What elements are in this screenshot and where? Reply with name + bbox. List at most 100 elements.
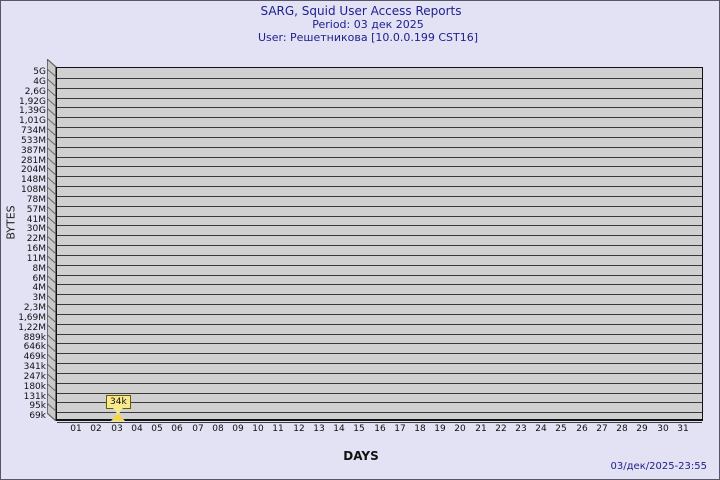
x-axis-title: DAYS [343,449,379,463]
gridline [57,245,702,246]
callout-pointer [113,408,123,415]
report-period: Period: 03 дек 2025 [312,18,424,31]
plot-canvas: 34k [56,67,703,423]
y-axis-tick-label: 11M [26,254,46,264]
gridline [57,235,702,236]
x-axis-tick-label: 19 [434,424,446,434]
y-axis-tick-label: 533M [21,136,46,146]
gridline [57,225,702,226]
y-axis-tick-label: 148M [21,175,46,185]
gridline [57,294,702,295]
x-axis-tick-label: 26 [576,424,588,434]
y-axis-tick-label: 247k [23,372,46,382]
y-axis-tick-label: 1,69M [18,313,46,323]
x-axis-tick-label: 12 [293,424,305,434]
page-title: SARG, Squid User Access Reports [260,4,462,18]
gridline [57,196,702,197]
x-axis-tick-label: 09 [232,424,244,434]
x-axis-tick-label: 15 [353,424,365,434]
gridline [57,206,702,207]
y-axis-tick-label: 30M [26,224,46,234]
data-value-callout[interactable]: 34k [106,395,131,409]
gridline [57,216,702,217]
y-axis-tick-label: 69k [29,411,46,421]
x-axis-tick-label: 11 [272,424,284,434]
y-axis-tick-label: 180k [23,382,46,392]
y-axis-tick-label: 646k [23,342,46,352]
x-axis-tick-label: 06 [171,424,183,434]
y-axis-tick-label: 387M [21,146,46,156]
x-axis-tick-label: 07 [192,424,204,434]
gridline [57,265,702,266]
gridline [57,137,702,138]
y-axis-tick-label: 1,92G [18,97,46,107]
gridline [57,343,702,344]
x-axis-tick-label: 23 [515,424,527,434]
y-axis-tick-label: 41M [26,215,46,225]
gridline [57,107,702,108]
gridline [57,353,702,354]
x-axis-tick-label: 10 [252,424,264,434]
y-axis-tick-label: 6M [32,274,47,284]
y-axis-tick-label: 16M [26,244,46,254]
y-axis-tick-label: 1,22M [18,323,46,333]
x-axis-tick-label: 13 [313,424,325,434]
x-axis-tick-label: 16 [374,424,386,434]
gridline [57,147,702,148]
gridline [57,393,702,394]
gridline [57,166,702,167]
y-axis-tick-label: 4M [32,283,47,293]
gridline [57,117,702,118]
x-axis-tick-label: 28 [616,424,628,434]
gridline [57,314,702,315]
x-axis-tick-label: 20 [454,424,466,434]
data-marker[interactable] [111,413,125,421]
y-axis-tick-label: 57M [26,205,46,215]
x-axis-tick-label: 22 [495,424,507,434]
gridline [57,324,702,325]
y-axis-tick-label: 281M [21,156,46,166]
y-axis-tick-label: 204M [21,165,46,175]
y-axis-tick-label: 2,3M [23,303,46,313]
y-axis-tick-label: 469k [23,352,46,362]
x-axis-tick-label: 02 [90,424,102,434]
y-axis-tick-label: 22M [26,234,46,244]
y-axis-tick-label: 8M [32,264,47,274]
y-axis-tick-label: 5G [33,67,46,77]
x-axis-tick-label: 08 [212,424,224,434]
y-axis-tick-label: 4G [33,77,46,87]
gridline [57,78,702,79]
gridline [57,363,702,364]
y-axis-tick-label: 78M [26,195,46,205]
y-axis-tick-label: 1,39G [18,106,46,116]
y-axis-tick-label: 2,6G [24,87,46,97]
x-axis-tick-label: 29 [636,424,648,434]
x-axis-tick-label: 30 [657,424,669,434]
gridline [57,98,702,99]
x-axis-tick-label: 03 [111,424,123,434]
report-user: User: Решетникова [10.0.0.199 CST16] [257,31,479,44]
gridline [57,176,702,177]
gridline [57,275,702,276]
y-axis-tick-label: 108M [21,185,46,195]
gridline [57,402,702,403]
generation-timestamp: 03/дек/2025-23:55 [610,461,707,472]
x-axis-tick-label: 01 [70,424,82,434]
chart-left-wall-3d [46,57,57,423]
y-axis-tick-label: 95k [29,401,46,411]
gridline [57,383,702,384]
gridline [57,88,702,89]
gridline [57,186,702,187]
x-axis-tick-label: 18 [414,424,426,434]
x-axis-tick-label: 21 [475,424,487,434]
x-axis-tick-label: 04 [131,424,143,434]
x-axis-tick-label: 24 [535,424,547,434]
chart-title-block: SARG, Squid User Access Reports Period: … [1,4,719,45]
x-axis-tick-label: 17 [394,424,406,434]
gridline [57,422,702,423]
gridline [57,304,702,305]
y-axis-tick-label: 734M [21,126,46,136]
gridline [57,412,702,413]
y-axis-tick-label: 1,01G [18,116,46,126]
